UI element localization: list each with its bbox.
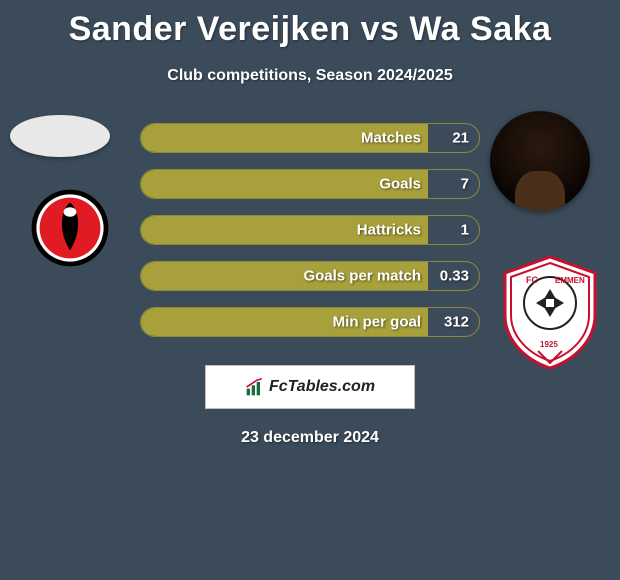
branding-text: FcTables.com bbox=[269, 378, 375, 396]
player-right-avatar bbox=[490, 111, 590, 211]
stat-label: Goals per match bbox=[303, 268, 421, 285]
subtitle: Club competitions, Season 2024/2025 bbox=[0, 67, 620, 85]
stat-value: 21 bbox=[452, 130, 469, 147]
stat-row: Goals 7 bbox=[140, 169, 480, 199]
stat-value: 1 bbox=[461, 222, 469, 239]
date-label: 23 december 2024 bbox=[0, 429, 620, 447]
stat-row: Hattricks 1 bbox=[140, 215, 480, 245]
stat-label: Hattricks bbox=[357, 222, 421, 239]
stats-bars: Matches 21 Goals 7 Hattricks 1 Goals per match… bbox=[140, 123, 480, 337]
stat-value: 7 bbox=[461, 176, 469, 193]
stat-label: Matches bbox=[361, 130, 421, 147]
club-left-badge bbox=[30, 188, 110, 268]
stat-row: Min per goal 312 bbox=[140, 307, 480, 337]
club-right-badge: FC EMMEN 1925 bbox=[500, 255, 600, 370]
club-right-emmen: EMMEN bbox=[555, 276, 585, 285]
club-right-year: 1925 bbox=[540, 340, 558, 349]
stat-value: 312 bbox=[444, 314, 469, 331]
comparison-area: FC EMMEN 1925 Matches21Goals7Hattricks1G… bbox=[0, 123, 620, 337]
club-right-fc: FC bbox=[526, 275, 538, 285]
branding-badge[interactable]: FcTables.com bbox=[205, 365, 415, 409]
page-title: Sander Vereijken vs Wa Saka bbox=[0, 0, 620, 49]
stat-value: 0.33 bbox=[440, 268, 469, 285]
chart-icon bbox=[245, 377, 265, 397]
stat-row: Goals per match 0.33 bbox=[140, 261, 480, 291]
stat-label: Min per goal bbox=[333, 314, 421, 331]
stat-row: Matches 21 bbox=[140, 123, 480, 153]
stat-label: Goals bbox=[379, 176, 421, 193]
player-left-avatar bbox=[10, 115, 110, 157]
